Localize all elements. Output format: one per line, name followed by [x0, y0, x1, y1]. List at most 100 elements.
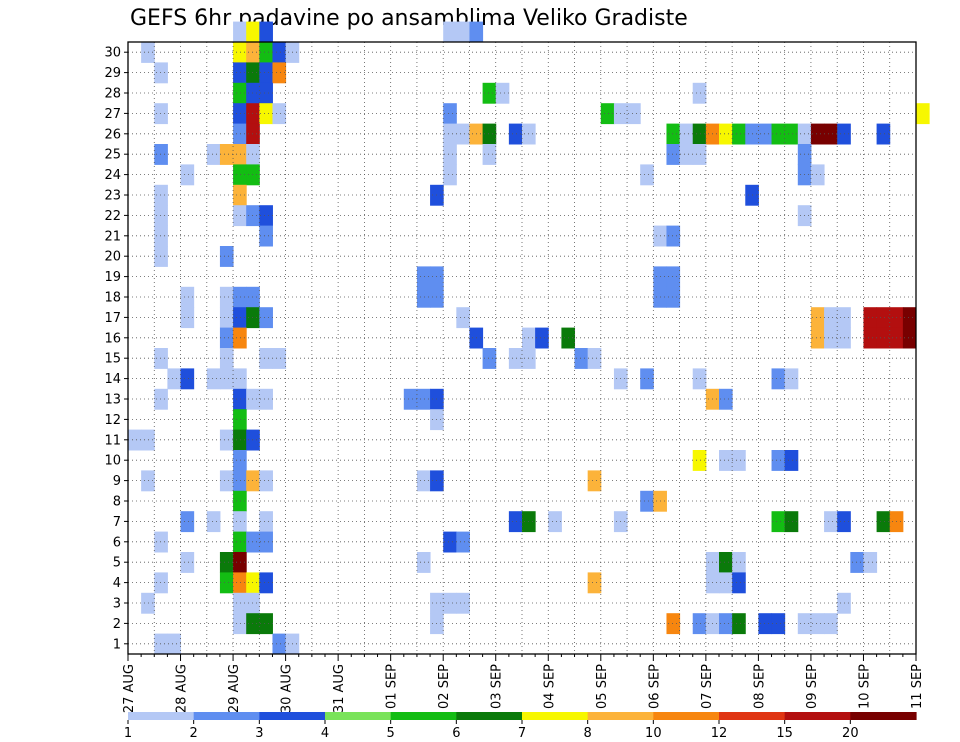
- x-tick-label: 27 AUG: [122, 664, 137, 713]
- y-tick-label: 13: [104, 393, 121, 408]
- heatmap-cell: [784, 123, 799, 145]
- heatmap-cell: [246, 388, 260, 410]
- heatmap-cell: [233, 572, 247, 594]
- heatmap-cell: [902, 327, 917, 349]
- heatmap-cell: [508, 123, 523, 145]
- heatmap-cell: [403, 388, 418, 410]
- heatmap-cell: [219, 246, 234, 267]
- heatmap-cell: [456, 123, 470, 145]
- y-tick-label: 2: [113, 617, 121, 632]
- heatmap-cell: [246, 429, 260, 451]
- y-tick-label: 7: [113, 515, 121, 530]
- heatmap-cell: [456, 21, 470, 43]
- legend-label: 7: [518, 726, 526, 741]
- heatmap-cell: [272, 348, 287, 369]
- y-axis: 1234567891011121314151617181920212223242…: [104, 46, 128, 652]
- heatmap-cell: [246, 21, 260, 43]
- y-tick-label: 18: [104, 291, 121, 306]
- x-tick-label: 07 SEP: [700, 664, 715, 709]
- heatmap-cell: [272, 633, 287, 655]
- heatmap-cell: [259, 42, 273, 63]
- legend-swatch: [719, 712, 786, 720]
- heatmap-cell: [246, 572, 260, 594]
- legend-swatch: [325, 712, 392, 720]
- heatmap-cell: [233, 592, 247, 614]
- heatmap-cell: [219, 572, 234, 594]
- legend-label: 1: [124, 726, 132, 741]
- heatmap-cell: [548, 511, 562, 533]
- heatmap-cell: [863, 307, 878, 329]
- heatmap-cell: [141, 470, 155, 492]
- y-tick-label: 15: [104, 352, 121, 367]
- heatmap-cell: [640, 368, 654, 390]
- heatmap-cell: [443, 21, 457, 43]
- x-tick-label: 31 AUG: [332, 664, 347, 713]
- heatmap-cell: [259, 511, 273, 533]
- heatmap-cell: [758, 123, 773, 145]
- x-tick-label: 30 AUG: [280, 664, 295, 713]
- heatmap-cell: [233, 103, 247, 125]
- heatmap-cell: [863, 327, 878, 349]
- x-tick-label: 08 SEP: [752, 664, 767, 709]
- y-tick-label: 20: [104, 250, 121, 265]
- heatmap-cell: [219, 144, 234, 165]
- heatmap-cell: [154, 633, 168, 655]
- heatmap-cell: [272, 103, 287, 125]
- heatmap-cell: [416, 552, 431, 573]
- heatmap-cell: [719, 123, 733, 145]
- legend-label: 8: [584, 726, 592, 741]
- heatmap-cell: [180, 164, 195, 186]
- heatmap-cell: [233, 531, 247, 553]
- heatmap-cell: [443, 123, 457, 145]
- heatmap-cell: [784, 368, 799, 390]
- heatmap-cell: [692, 144, 707, 165]
- y-tick-label: 10: [104, 454, 121, 469]
- heatmap-cell: [456, 531, 470, 553]
- heatmap-cell: [219, 368, 234, 390]
- heatmap-cell: [666, 144, 681, 165]
- x-tick-label: 11 SEP: [910, 664, 925, 709]
- heatmap-cell: [233, 82, 247, 104]
- heatmap-cell: [259, 103, 273, 125]
- legend-label: 2: [190, 726, 198, 741]
- y-tick-label: 6: [113, 535, 121, 550]
- legend-swatch: [456, 712, 523, 720]
- heatmap-cell: [482, 144, 497, 165]
- heatmap-cell: [810, 613, 825, 635]
- heatmap-cell: [233, 470, 247, 492]
- x-tick-label: 29 AUG: [227, 664, 242, 713]
- heatmap-cell: [233, 388, 247, 410]
- heatmap-cell: [259, 572, 273, 594]
- heatmap-cell: [233, 511, 247, 533]
- heatmap-cell: [876, 123, 891, 145]
- heatmap-cell: [233, 552, 247, 573]
- heatmap-cell: [732, 552, 746, 573]
- heatmap-cell: [719, 450, 733, 471]
- legend-swatch: [850, 712, 917, 720]
- heatmap-cell: [902, 307, 917, 329]
- heatmap-cell: [469, 21, 484, 43]
- heatmap-cell: [246, 531, 260, 553]
- heatmap-cell: [719, 613, 733, 635]
- heatmap-cell: [692, 368, 707, 390]
- heatmap-cell: [233, 368, 247, 390]
- heatmap-cell: [508, 348, 523, 369]
- heatmap-cell: [154, 225, 168, 247]
- heatmap-cell: [824, 307, 838, 329]
- heatmap-cell: [443, 164, 457, 186]
- heatmap-cell: [443, 144, 457, 165]
- heatmap-cell: [259, 531, 273, 553]
- heatmap-cell: [233, 123, 247, 145]
- heatmap-cell: [233, 307, 247, 329]
- heatmap-cell: [824, 511, 838, 533]
- heatmap-cell: [810, 123, 825, 145]
- heatmap-cell: [679, 123, 694, 145]
- heatmap-cell: [154, 205, 168, 227]
- x-tick-label: 05 SEP: [595, 664, 610, 709]
- heatmap-cell: [233, 327, 247, 349]
- heatmap-cell: [259, 62, 273, 84]
- legend-label: 15: [776, 726, 793, 741]
- heatmap-cell: [600, 103, 615, 125]
- heatmap-cell: [180, 368, 195, 390]
